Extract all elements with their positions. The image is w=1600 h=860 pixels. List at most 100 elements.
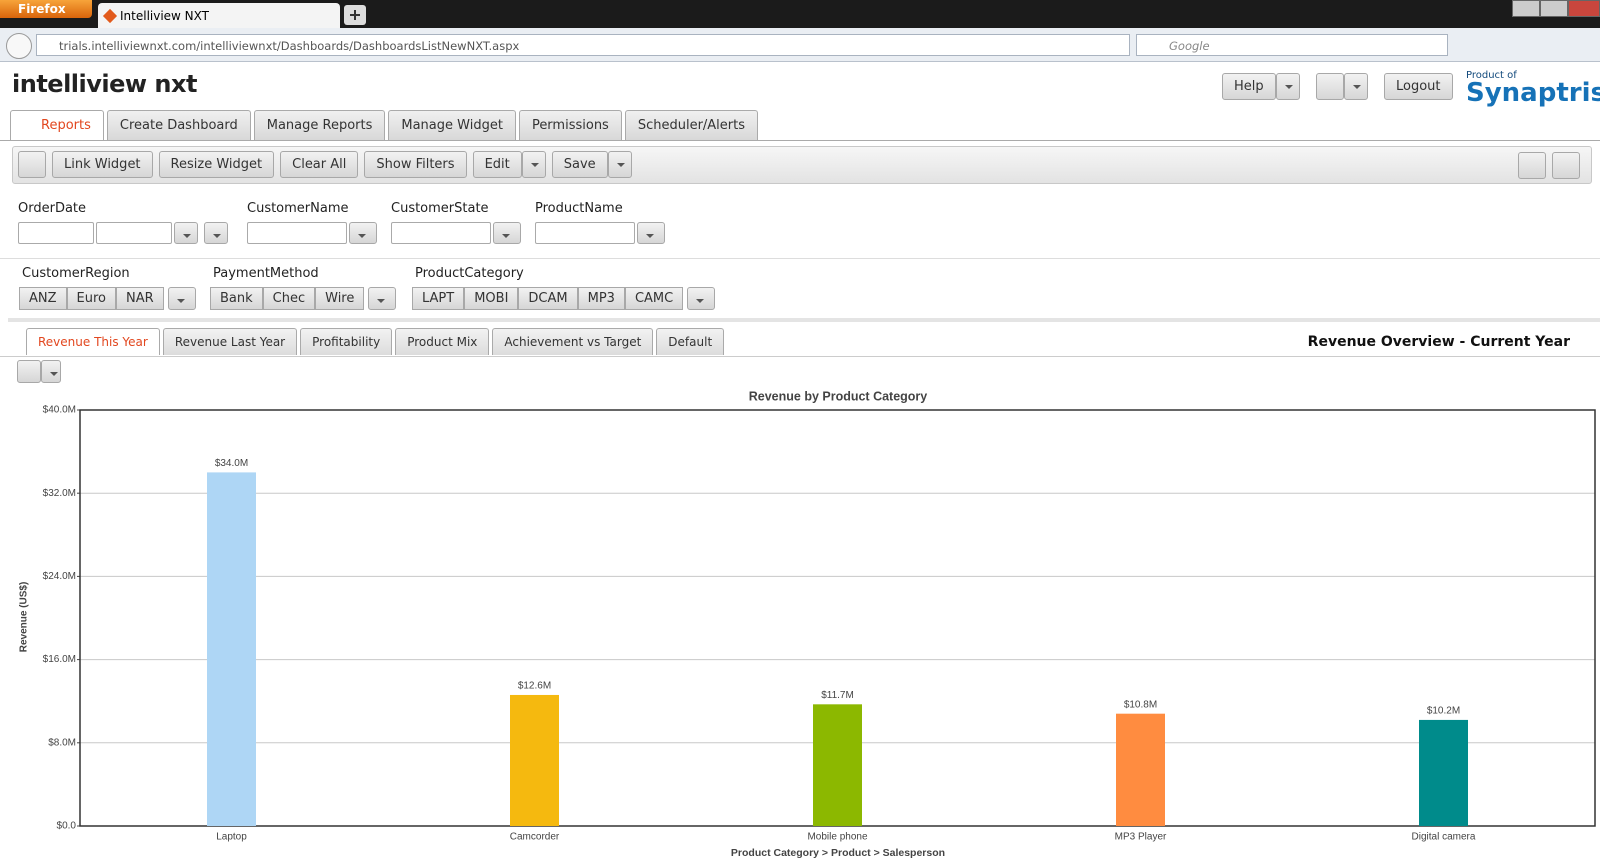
option[interactable]: Bank <box>210 287 263 310</box>
option[interactable]: NAR <box>116 287 164 310</box>
divider <box>0 140 1600 141</box>
options: ANZ Euro NAR <box>19 287 164 310</box>
filter-dropdown[interactable] <box>174 222 198 244</box>
divider <box>0 258 1600 259</box>
toolbar-buttons: Link Widget Resize Widget Clear All Show… <box>18 151 632 178</box>
toolbar-button[interactable]: Edit <box>472 151 522 178</box>
date-input[interactable] <box>18 222 94 244</box>
option[interactable]: Wire <box>315 287 365 310</box>
option-dropdown[interactable] <box>368 287 397 310</box>
report-tab[interactable]: Product Mix <box>395 328 490 355</box>
text-input[interactable] <box>247 222 347 244</box>
settings-dropdown[interactable] <box>1344 73 1368 100</box>
logo[interactable]: intelliview nxt <box>12 70 197 98</box>
nav-tab[interactable]: Permissions <box>518 110 622 140</box>
divider <box>0 356 1600 357</box>
nav-tab[interactable]: Reports <box>10 110 104 140</box>
value-label: $10.8M <box>1124 699 1157 710</box>
toolbar-button[interactable]: Save <box>551 151 608 178</box>
report-tab[interactable]: Achievement vs Target <box>492 328 654 355</box>
search-box[interactable]: Google <box>1136 34 1448 56</box>
report-tab[interactable]: Default <box>656 328 725 355</box>
option[interactable]: MOBI <box>464 287 519 310</box>
filter-dropdown[interactable] <box>349 222 377 244</box>
chart: Revenue by Product Category Revenue (US$… <box>19 389 1596 859</box>
y-tick-label: $24.0M <box>43 571 76 582</box>
option[interactable]: DCAM <box>518 287 578 310</box>
minimize[interactable] <box>1512 0 1540 17</box>
nav-tab[interactable]: Scheduler/Alerts <box>624 110 759 140</box>
edit-group: Edit <box>472 151 546 178</box>
x-tick-label: Camcorder <box>510 832 560 843</box>
maximize[interactable] <box>1540 0 1568 17</box>
x-axis-title: Product Category > Product > Salesperson <box>731 847 945 859</box>
option[interactable]: MP3 <box>577 287 625 310</box>
filter-label: ProductName <box>535 201 623 216</box>
report-tab[interactable]: Revenue Last Year <box>162 328 298 355</box>
close[interactable] <box>1568 0 1600 17</box>
expand-button[interactable] <box>1552 152 1580 179</box>
logout-button[interactable]: Logout <box>1384 73 1453 100</box>
text-input[interactable] <box>391 222 491 244</box>
x-tick-label: Digital camera <box>1412 832 1476 843</box>
report-tab[interactable]: Revenue This Year <box>26 328 160 355</box>
settings-button[interactable] <box>1316 73 1344 100</box>
url-bar[interactable]: trials.intelliviewnxt.com/intelliviewnxt… <box>36 34 1130 56</box>
info-button[interactable] <box>18 151 46 178</box>
option[interactable]: Euro <box>66 287 116 310</box>
option-dropdown[interactable] <box>687 287 716 310</box>
options: Bank Chec Wire <box>210 287 365 310</box>
option[interactable]: CAMC <box>624 287 684 310</box>
filter-dropdown[interactable] <box>493 222 521 244</box>
report-tab[interactable]: Profitability <box>300 328 393 355</box>
option-group: LAPT MOBI DCAM MP3 CAMC <box>412 287 716 310</box>
help-dropdown[interactable] <box>1275 73 1300 100</box>
home-button[interactable] <box>1518 152 1546 179</box>
new-tab[interactable] <box>344 5 366 25</box>
help-button[interactable]: Help <box>1222 73 1276 100</box>
filter-input <box>247 222 377 244</box>
option-dropdown[interactable] <box>167 287 196 310</box>
toolbar-button[interactable]: Link Widget <box>52 151 153 178</box>
x-tick-label: MP3 Player <box>1115 832 1167 843</box>
widget-dropdown[interactable] <box>41 360 61 383</box>
y-tick-label: $8.0M <box>48 737 76 748</box>
toolbar-button[interactable]: Clear All <box>280 151 359 178</box>
value-label: $34.0M <box>215 458 248 469</box>
text-input[interactable] <box>535 222 635 244</box>
widget-edit[interactable] <box>17 360 41 383</box>
browser-tab[interactable]: Intelliview NXT <box>98 3 340 28</box>
report-heading: Revenue Overview - Current Year <box>1307 334 1570 350</box>
bar <box>813 704 862 826</box>
back-button[interactable] <box>6 33 32 59</box>
y-tick-label: $16.0M <box>43 654 76 665</box>
toolbar-button[interactable]: Show Filters <box>364 151 467 178</box>
widget-menu <box>17 360 61 383</box>
filter-input <box>391 222 521 244</box>
toolbar-button[interactable]: Resize Widget <box>158 151 275 178</box>
option[interactable]: LAPT <box>412 287 465 310</box>
go-button[interactable] <box>204 222 228 244</box>
filter-dropdown[interactable] <box>637 222 665 244</box>
vendor-logo: Synaptris <box>1466 78 1600 108</box>
bar <box>1419 719 1468 826</box>
date-input[interactable] <box>96 222 172 244</box>
option[interactable]: Chec <box>262 287 316 310</box>
edit-dropdown[interactable] <box>521 151 546 178</box>
options: LAPT MOBI DCAM MP3 CAMC <box>412 287 684 310</box>
save-dropdown[interactable] <box>607 151 632 178</box>
nav-tab[interactable]: Manage Reports <box>253 110 386 140</box>
nav-tab[interactable]: Create Dashboard <box>106 110 251 140</box>
settings-group <box>1316 73 1368 100</box>
firefox-menu[interactable]: Firefox <box>0 0 92 18</box>
y-axis-title: Revenue (US$) <box>19 582 30 653</box>
splitter[interactable] <box>8 318 1600 322</box>
option[interactable]: ANZ <box>19 287 67 310</box>
bar <box>1116 713 1165 826</box>
filter-label: OrderDate <box>18 201 87 216</box>
value-label: $12.6M <box>518 681 551 692</box>
nav-tabs: Reports Create Dashboard Manage Reports … <box>10 110 759 140</box>
chart-title: Revenue by Product Category <box>749 389 928 403</box>
nav-tab[interactable]: Manage Widget <box>388 110 516 140</box>
save-group: Save <box>551 151 632 178</box>
